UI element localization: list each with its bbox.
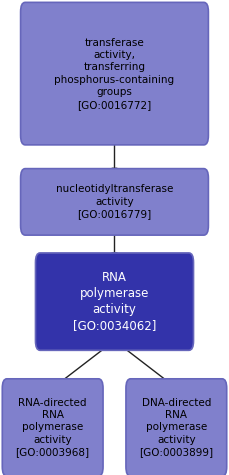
Text: RNA
polymerase
activity
[GO:0034062]: RNA polymerase activity [GO:0034062]: [73, 271, 156, 332]
FancyBboxPatch shape: [21, 169, 208, 235]
Text: nucleotidyltransferase
activity
[GO:0016779]: nucleotidyltransferase activity [GO:0016…: [56, 184, 173, 219]
FancyBboxPatch shape: [2, 379, 103, 475]
FancyBboxPatch shape: [35, 253, 194, 351]
Text: transferase
activity,
transferring
phosphorus-containing
groups
[GO:0016772]: transferase activity, transferring phosp…: [55, 38, 174, 110]
Text: DNA-directed
RNA
polymerase
activity
[GO:0003899]: DNA-directed RNA polymerase activity [GO…: [139, 398, 213, 457]
FancyBboxPatch shape: [21, 2, 208, 145]
Text: RNA-directed
RNA
polymerase
activity
[GO:0003968]: RNA-directed RNA polymerase activity [GO…: [16, 398, 90, 457]
FancyBboxPatch shape: [126, 379, 227, 475]
